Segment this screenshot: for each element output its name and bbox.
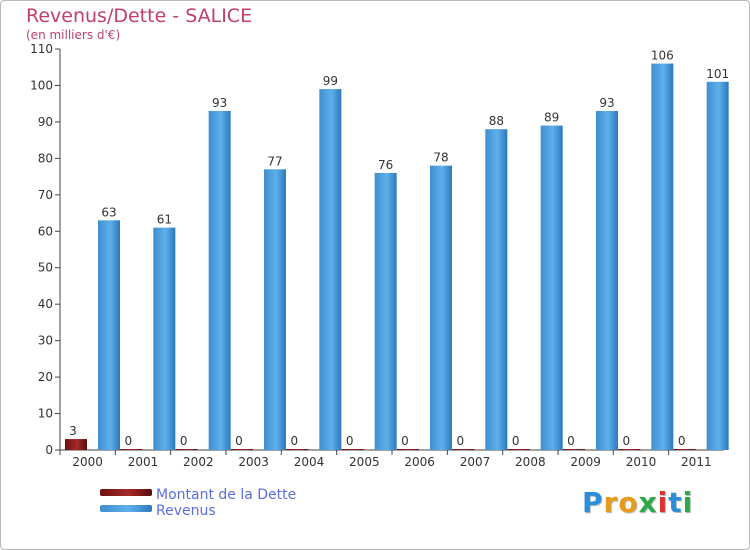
y-tick-label: 30 [38, 334, 53, 348]
data-label-debt-2003: 0 [235, 434, 243, 448]
y-tick-label: 0 [45, 443, 53, 457]
data-label-revenus-2005: 76 [378, 158, 393, 172]
x-tick-label: 2006 [404, 455, 435, 469]
y-tick-label: 10 [38, 407, 53, 421]
x-tick-label: 2002 [183, 455, 214, 469]
bar-debt-2007 [452, 449, 475, 450]
chart-subtitle: (en milliers d'€) [26, 28, 121, 42]
x-tick-label: 2005 [349, 455, 380, 469]
x-tick-label: 2003 [238, 455, 269, 469]
logo-letter: x [638, 486, 658, 519]
y-tick-label: 50 [38, 261, 53, 275]
bar-debt-2003 [231, 449, 253, 450]
bar-debt-2005 [341, 449, 364, 450]
data-label-debt-2001: 0 [125, 434, 133, 448]
x-tick-label: 2001 [128, 455, 159, 469]
data-label-revenus-2002: 93 [212, 96, 227, 110]
data-label-debt-2002: 0 [180, 434, 188, 448]
data-label-revenus-2009: 93 [599, 96, 614, 110]
data-label-debt-2007: 0 [457, 434, 465, 448]
data-label-debt-2000: 3 [69, 424, 77, 438]
x-tick-label: 2007 [460, 455, 491, 469]
proxiti-logo: Proxiti [582, 486, 693, 519]
y-tick-label: 80 [38, 151, 53, 165]
logo-letter: i [682, 486, 694, 519]
data-label-debt-2005: 0 [346, 434, 354, 448]
data-label-revenus-2001: 61 [157, 213, 172, 227]
x-tick-label: 2000 [72, 455, 103, 469]
legend: Montant de la Dette Revenus [100, 487, 296, 519]
bar-revenus-2002 [208, 110, 231, 451]
chart-title: Revenus/Dette - SALICE [26, 5, 253, 27]
data-label-revenus-2000: 63 [101, 205, 116, 219]
data-label-debt-2008: 0 [512, 434, 520, 448]
data-label-revenus-2006: 78 [433, 151, 448, 165]
y-tick-label: 90 [38, 115, 53, 129]
legend-swatch-revenus [100, 505, 152, 512]
y-tick-label: 20 [38, 370, 53, 384]
x-tick-label: 2004 [294, 455, 325, 469]
bar-revenus-2008 [540, 125, 563, 451]
bar-revenus-2009 [596, 110, 618, 451]
bar-debt-2000 [65, 439, 87, 450]
bar-revenus-2006 [430, 165, 452, 450]
x-tick-label: 2009 [570, 455, 601, 469]
bar-debt-2001 [120, 449, 143, 450]
data-label-debt-2006: 0 [401, 434, 409, 448]
data-label-revenus-2008: 89 [544, 111, 559, 125]
logo-letter: r [603, 486, 619, 519]
bar-revenus-2010 [651, 63, 674, 450]
y-tick-label: 110 [30, 42, 53, 56]
x-tick-label: 2011 [681, 455, 712, 469]
data-label-revenus-2004: 99 [323, 74, 338, 88]
logo-letter: P [582, 486, 604, 519]
logo-letter: t [668, 486, 683, 519]
bar-debt-2011 [673, 449, 696, 450]
data-label-revenus-2007: 88 [489, 114, 504, 128]
legend-swatch-debt [100, 489, 152, 496]
y-tick-label: 100 [30, 78, 53, 92]
bar-revenus-2011 [706, 81, 729, 451]
bar-revenus-2000 [98, 220, 120, 450]
bar-debt-2006 [397, 449, 419, 450]
y-tick-label: 60 [38, 224, 53, 238]
bar-debt-2004 [286, 449, 309, 450]
data-label-revenus-2010: 106 [651, 49, 674, 63]
bar-debt-2008 [507, 449, 530, 450]
bars-group: 3 63 0 61 0 93 0 77 0 99 0 76 0 78 0 88 0 89 0 93 0 106 0 101 [65, 49, 729, 451]
bar-debt-2002 [175, 449, 198, 450]
data-label-debt-2009: 0 [567, 434, 575, 448]
bar-revenus-2005 [374, 172, 397, 451]
y-tick-label: 40 [38, 297, 53, 311]
legend-label-revenus: Revenus [156, 503, 216, 519]
logo-letter: o [618, 486, 639, 519]
data-label-debt-2004: 0 [291, 434, 299, 448]
data-label-revenus-2003: 77 [267, 154, 282, 168]
legend-label-debt: Montant de la Dette [156, 487, 296, 503]
y-tick-label: 70 [38, 188, 53, 202]
bar-revenus-2003 [264, 169, 286, 451]
data-label-debt-2011: 0 [678, 434, 686, 448]
data-label-debt-2010: 0 [623, 434, 631, 448]
bar-revenus-2004 [319, 89, 342, 450]
bar-revenus-2007 [485, 129, 508, 450]
data-label-revenus-2011: 101 [706, 67, 729, 81]
x-tick-label: 2008 [515, 455, 546, 469]
bar-debt-2010 [618, 449, 641, 450]
x-tick-label: 2010 [626, 455, 657, 469]
logo-letter: i [657, 486, 669, 519]
bar-debt-2009 [563, 449, 585, 450]
bar-revenus-2001 [153, 227, 176, 450]
